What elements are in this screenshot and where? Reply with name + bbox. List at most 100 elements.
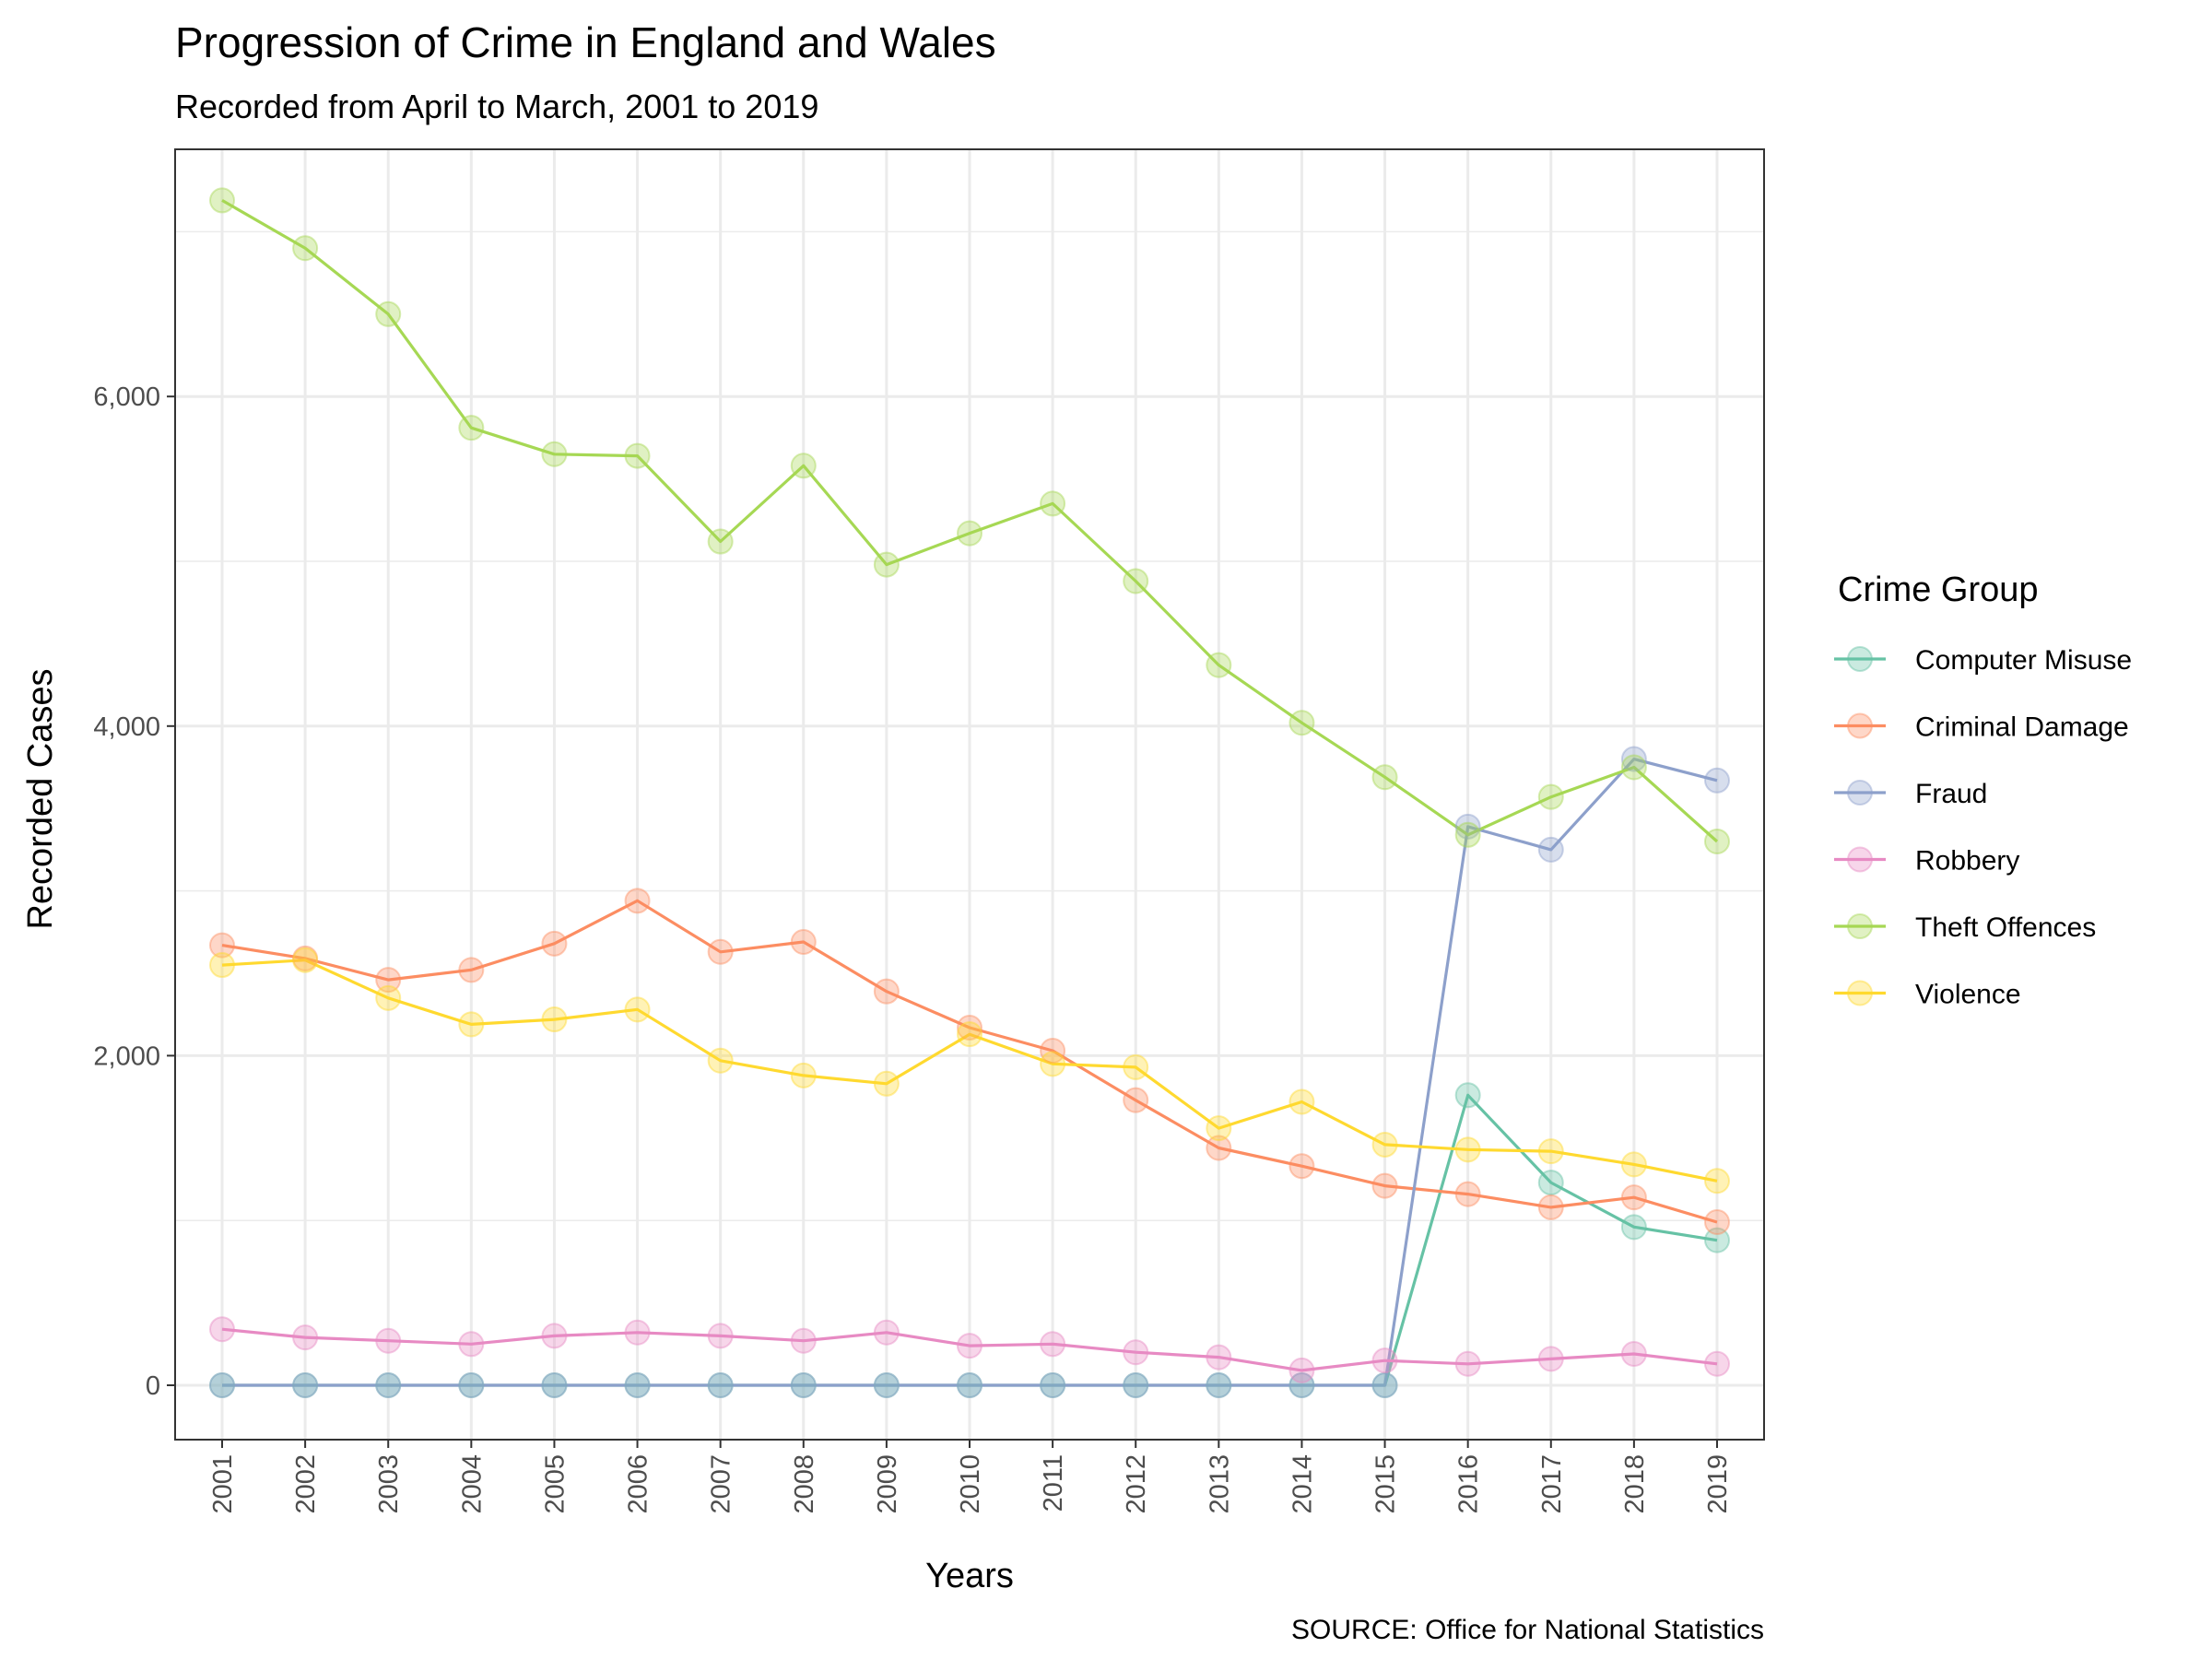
data-point-computer-misuse <box>624 1371 651 1398</box>
data-point-criminal-damage <box>1620 1184 1647 1211</box>
x-axis-title: Years <box>925 1557 1014 1595</box>
data-point-computer-misuse <box>1704 1227 1730 1253</box>
data-point-robbery <box>707 1323 734 1349</box>
data-point-violence <box>1206 1115 1232 1142</box>
data-point-robbery <box>1537 1346 1564 1372</box>
x-tick-label: 2008 <box>790 1454 819 1514</box>
data-point-criminal-damage <box>1371 1172 1398 1199</box>
data-point-theft-offences <box>957 520 982 547</box>
data-point-fraud <box>1371 1371 1398 1398</box>
data-point-robbery <box>873 1319 900 1346</box>
data-point-computer-misuse <box>1288 1371 1315 1398</box>
data-point-computer-misuse <box>292 1371 319 1398</box>
x-tick-label: 2003 <box>374 1454 404 1514</box>
legend-label-fraud: Fraud <box>1915 779 1987 809</box>
data-point-fraud <box>873 1371 900 1398</box>
data-point-fraud <box>790 1371 817 1398</box>
data-point-computer-misuse <box>1123 1371 1149 1398</box>
legend-label-theft-offences: Theft Offences <box>1915 912 2096 943</box>
legend-label-robbery: Robbery <box>1915 846 2019 877</box>
x-axis: 2001 2002 2003 2004 2005 2006 2007 2008 2009 2010… <box>208 1440 1733 1514</box>
y-tick-label: 0 <box>146 1371 160 1401</box>
legend-key-point <box>1847 646 1873 672</box>
x-tick-label: 2011 <box>1039 1454 1068 1512</box>
legend-key-point <box>1847 913 1873 939</box>
data-point-theft-offences <box>707 528 734 555</box>
data-point-computer-misuse <box>873 1371 900 1398</box>
legend-key-point <box>1847 980 1873 1006</box>
data-point-robbery <box>375 1327 402 1354</box>
data-point-violence <box>1371 1131 1398 1158</box>
x-tick-label: 2005 <box>540 1454 570 1514</box>
data-point-violence <box>873 1070 900 1097</box>
data-point-fraud <box>624 1371 651 1398</box>
data-point-computer-misuse <box>1371 1371 1398 1398</box>
chart-title: Progression of Crime in England and Wale… <box>175 18 996 66</box>
data-point-violence <box>1537 1138 1564 1165</box>
data-point-fraud <box>1206 1371 1232 1398</box>
data-point-fraud <box>209 1371 235 1398</box>
data-point-criminal-damage <box>541 930 568 957</box>
data-point-violence <box>209 952 235 979</box>
data-point-theft-offences <box>458 415 485 441</box>
data-point-fraud <box>375 1371 402 1398</box>
data-point-fraud <box>292 1371 319 1398</box>
data-point-robbery <box>1620 1341 1647 1368</box>
data-point-violence <box>1123 1053 1149 1080</box>
data-point-computer-misuse <box>707 1371 734 1398</box>
data-point-criminal-damage <box>957 1015 982 1041</box>
data-point-violence <box>1620 1151 1647 1178</box>
data-point-theft-offences <box>624 442 651 469</box>
data-point-computer-misuse <box>1537 1170 1564 1196</box>
data-point-theft-offences <box>1704 828 1730 854</box>
legend-label-criminal-damage: Criminal Damage <box>1915 712 2129 743</box>
x-tick-label: 2004 <box>457 1454 487 1514</box>
data-point-criminal-damage <box>1454 1181 1481 1207</box>
data-point-robbery <box>1704 1350 1730 1377</box>
data-point-robbery <box>624 1319 651 1346</box>
data-point-fraud <box>1704 767 1730 794</box>
data-point-violence <box>292 947 319 973</box>
data-point-criminal-damage <box>458 957 485 983</box>
data-point-computer-misuse <box>1620 1214 1647 1241</box>
series-line-violence <box>221 959 1718 1182</box>
series-line-theft-offences <box>221 199 1719 843</box>
legend-key-point <box>1847 712 1873 739</box>
chart-subtitle: Recorded from April to March, 2001 to 20… <box>175 88 818 125</box>
data-point-computer-misuse <box>1454 1082 1481 1109</box>
data-point-criminal-damage <box>1537 1194 1564 1220</box>
x-tick-label: 2007 <box>707 1454 736 1514</box>
plot-panel <box>174 148 1765 1441</box>
x-tick-label: 2002 <box>291 1454 321 1514</box>
data-point-theft-offences <box>1620 754 1647 781</box>
data-point-criminal-damage <box>873 978 900 1005</box>
data-point-theft-offences <box>1288 710 1315 736</box>
data-point-robbery <box>1123 1339 1149 1366</box>
y-tick-label: 6,000 <box>93 382 160 412</box>
data-point-computer-misuse <box>541 1371 568 1398</box>
data-point-robbery <box>209 1316 235 1343</box>
data-point-computer-misuse <box>790 1371 817 1398</box>
data-point-theft-offences <box>1206 652 1232 678</box>
data-point-criminal-damage <box>292 945 319 971</box>
data-point-theft-offences <box>209 187 235 214</box>
x-tick-label: 2001 <box>208 1454 238 1514</box>
data-point-criminal-damage <box>1704 1208 1730 1235</box>
data-point-theft-offences <box>1454 821 1481 848</box>
data-point-robbery <box>541 1323 568 1349</box>
data-point-criminal-damage <box>209 932 235 959</box>
data-point-violence <box>624 996 651 1023</box>
data-point-fraud <box>1454 813 1481 840</box>
data-point-criminal-damage <box>1040 1038 1066 1065</box>
data-point-theft-offences <box>375 300 402 327</box>
series-line-criminal-damage <box>221 899 1718 1224</box>
x-tick-label: 2009 <box>873 1454 902 1514</box>
data-point-violence <box>541 1006 568 1033</box>
x-tick-label: 2018 <box>1620 1454 1650 1514</box>
data-point-robbery <box>458 1331 485 1358</box>
legend-key-point <box>1847 846 1873 873</box>
x-tick-label: 2015 <box>1371 1454 1401 1514</box>
legend-title: Crime Group <box>1838 571 2039 609</box>
data-point-theft-offences <box>1537 783 1564 810</box>
